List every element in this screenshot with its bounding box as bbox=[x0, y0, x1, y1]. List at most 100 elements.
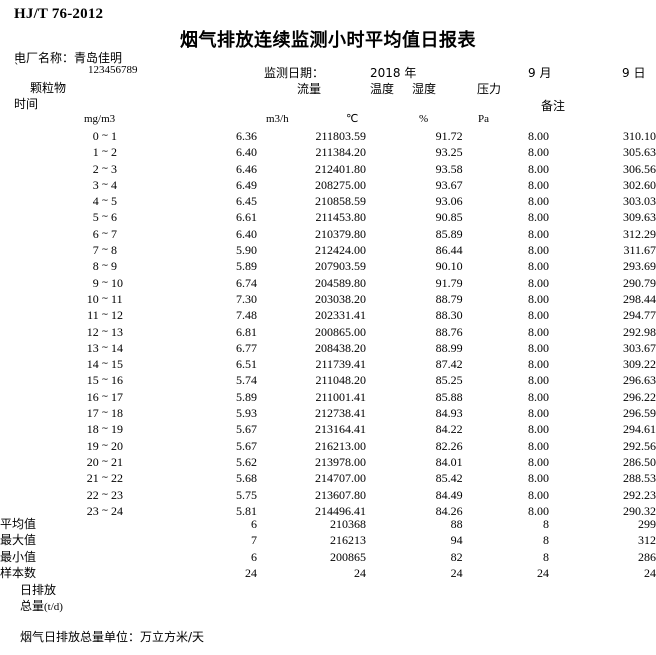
monitor-date-day: 9 日 bbox=[622, 66, 646, 80]
cell-hour-separator: ~ bbox=[101, 261, 109, 272]
standard-number: HJ/T 76-2012 bbox=[14, 6, 104, 22]
cell-humidity: 8.00 bbox=[528, 145, 550, 160]
cell-hour-end: 20 bbox=[111, 438, 124, 453]
cell-pressure: 296.59 bbox=[623, 406, 656, 421]
cell-pressure: 296.63 bbox=[623, 373, 656, 388]
cell-concentration: 6.77 bbox=[236, 340, 258, 355]
cell-hour-start: 17 bbox=[86, 406, 99, 421]
summary-flow: 24 bbox=[354, 565, 367, 580]
cell-hour-separator: ~ bbox=[101, 473, 109, 484]
cell-flow: 202331.41 bbox=[315, 308, 367, 323]
cell-temperature: 84.22 bbox=[435, 422, 463, 437]
cell-pressure: 296.22 bbox=[623, 389, 656, 404]
cell-flow: 214496.41 bbox=[315, 503, 367, 518]
summary-body: 平均值 6 210368 88 8 299 最大值 7 216213 94 8 312 最小值 6 2008… bbox=[0, 516, 656, 581]
cell-hour-end: 1 bbox=[111, 129, 118, 143]
cell-hour-start: 5 bbox=[92, 210, 99, 225]
cell-hour-end: 21 bbox=[111, 454, 124, 469]
cell-humidity: 8.00 bbox=[528, 324, 550, 339]
cell-pressure: 303.03 bbox=[623, 194, 656, 209]
cell-hour-end: 15 bbox=[111, 357, 124, 372]
cell-hour-start: 14 bbox=[86, 357, 99, 372]
table-row: 1 ~2 6.40 211384.20 93.25 8.00 305.63 bbox=[0, 144, 656, 160]
cell-humidity: 8.00 bbox=[528, 503, 550, 518]
cell-hour-start: 8 bbox=[92, 259, 99, 274]
cell-hour-start: 4 bbox=[92, 194, 99, 209]
cell-humidity: 8.00 bbox=[528, 161, 550, 176]
cell-flow: 207903.59 bbox=[315, 259, 367, 274]
cell-humidity: 8.00 bbox=[528, 259, 550, 274]
table-row: 6 ~7 6.40 210379.80 85.89 8.00 312.29 bbox=[0, 226, 656, 242]
cell-flow: 211803.59 bbox=[315, 129, 367, 143]
table-row: 20 ~21 5.62 213978.00 84.01 8.00 286.50 bbox=[0, 454, 656, 470]
table-row: 13 ~14 6.77 208438.20 88.99 8.00 303.67 bbox=[0, 340, 656, 356]
daily-emission-unit: (t/d) bbox=[44, 601, 63, 613]
cell-hour-start: 16 bbox=[86, 389, 99, 404]
cell-humidity: 8.00 bbox=[528, 406, 550, 421]
cell-pressure: 286.50 bbox=[623, 454, 656, 469]
cell-hour-end: 5 bbox=[111, 194, 118, 209]
cell-hour-separator: ~ bbox=[101, 359, 109, 370]
cell-concentration: 6.74 bbox=[236, 275, 258, 290]
table-row: 5 ~6 6.61 211453.80 90.85 8.00 309.63 bbox=[0, 209, 656, 225]
cell-hour-start: 22 bbox=[86, 487, 99, 502]
cell-concentration: 6.40 bbox=[236, 226, 258, 241]
cell-temperature: 87.42 bbox=[435, 357, 463, 372]
column-header-flow: 流量 bbox=[297, 82, 322, 96]
cell-pressure: 309.63 bbox=[623, 210, 656, 225]
cell-hour-separator: ~ bbox=[101, 212, 109, 223]
cell-hour-end: 18 bbox=[111, 406, 124, 421]
summary-flow: 216213 bbox=[330, 533, 367, 548]
unit-humidity: % bbox=[419, 113, 429, 125]
cell-humidity: 8.00 bbox=[528, 129, 550, 143]
summary-humidity: 8 bbox=[543, 533, 550, 548]
cell-concentration: 6.36 bbox=[236, 129, 258, 143]
cell-hour-end: 14 bbox=[111, 340, 124, 355]
cell-pressure: 306.56 bbox=[623, 161, 656, 176]
table-row: 12 ~13 6.81 200865.00 88.76 8.00 292.98 bbox=[0, 324, 656, 340]
cell-temperature: 93.25 bbox=[435, 145, 463, 160]
cell-pressure: 293.69 bbox=[623, 259, 656, 274]
summary-label: 最大值 bbox=[0, 533, 37, 548]
plant-tick-mark: ` bbox=[14, 61, 20, 74]
cell-hour-separator: ~ bbox=[101, 391, 109, 402]
cell-concentration: 6.40 bbox=[236, 145, 258, 160]
cell-hour-separator: ~ bbox=[101, 440, 109, 451]
cell-flow: 214707.00 bbox=[315, 471, 367, 486]
cell-hour-end: 3 bbox=[111, 161, 118, 176]
table-row: 0 ~1 6.36 211803.59 91.72 8.00 310.10 bbox=[0, 128, 656, 144]
cell-hour-separator: ~ bbox=[101, 505, 109, 516]
cell-humidity: 8.00 bbox=[528, 194, 550, 209]
cell-flow: 208438.20 bbox=[315, 340, 367, 355]
cell-hour-end: 4 bbox=[111, 177, 118, 192]
column-header-pressure: 压力 bbox=[477, 82, 502, 96]
cell-pressure: 292.56 bbox=[623, 438, 656, 453]
cell-pressure: 292.98 bbox=[623, 324, 656, 339]
summary-humidity: 8 bbox=[543, 549, 550, 564]
cell-pressure: 305.63 bbox=[623, 145, 656, 160]
cell-concentration: 5.81 bbox=[236, 503, 258, 518]
cell-flow: 213607.80 bbox=[315, 487, 367, 502]
cell-concentration: 5.75 bbox=[236, 487, 258, 502]
monitor-date-month: 9 月 bbox=[528, 66, 552, 80]
cell-hour-start: 3 bbox=[92, 177, 99, 192]
cell-temperature: 84.49 bbox=[435, 487, 463, 502]
cell-concentration: 6.81 bbox=[236, 324, 258, 339]
cell-hour-end: 7 bbox=[111, 226, 118, 241]
cell-concentration: 5.68 bbox=[236, 471, 258, 486]
cell-temperature: 88.99 bbox=[435, 340, 463, 355]
cell-temperature: 85.25 bbox=[435, 373, 463, 388]
summary-pressure: 24 bbox=[644, 565, 656, 580]
cell-hour-start: 13 bbox=[86, 340, 99, 355]
summary-concentration: 7 bbox=[251, 533, 258, 548]
cell-humidity: 8.00 bbox=[528, 275, 550, 290]
cell-hour-end: 13 bbox=[111, 324, 124, 339]
cell-humidity: 8.00 bbox=[528, 454, 550, 469]
cell-flow: 211739.41 bbox=[315, 357, 367, 372]
cell-hour-separator: ~ bbox=[101, 131, 109, 141]
footnote: 烟气日排放总量单位：万立方米/天 bbox=[20, 630, 205, 644]
column-header-temperature: 温度 bbox=[370, 82, 395, 96]
cell-temperature: 86.44 bbox=[435, 243, 463, 258]
cell-pressure: 294.61 bbox=[623, 422, 656, 437]
